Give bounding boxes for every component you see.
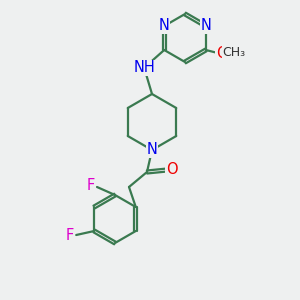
Text: NH: NH (133, 61, 155, 76)
Text: F: F (87, 178, 95, 194)
Text: F: F (66, 227, 74, 242)
Text: N: N (159, 19, 170, 34)
Text: N: N (200, 19, 211, 34)
Text: O: O (166, 163, 178, 178)
Text: N: N (147, 142, 158, 158)
Text: O: O (216, 46, 228, 61)
Text: CH₃: CH₃ (222, 46, 245, 59)
